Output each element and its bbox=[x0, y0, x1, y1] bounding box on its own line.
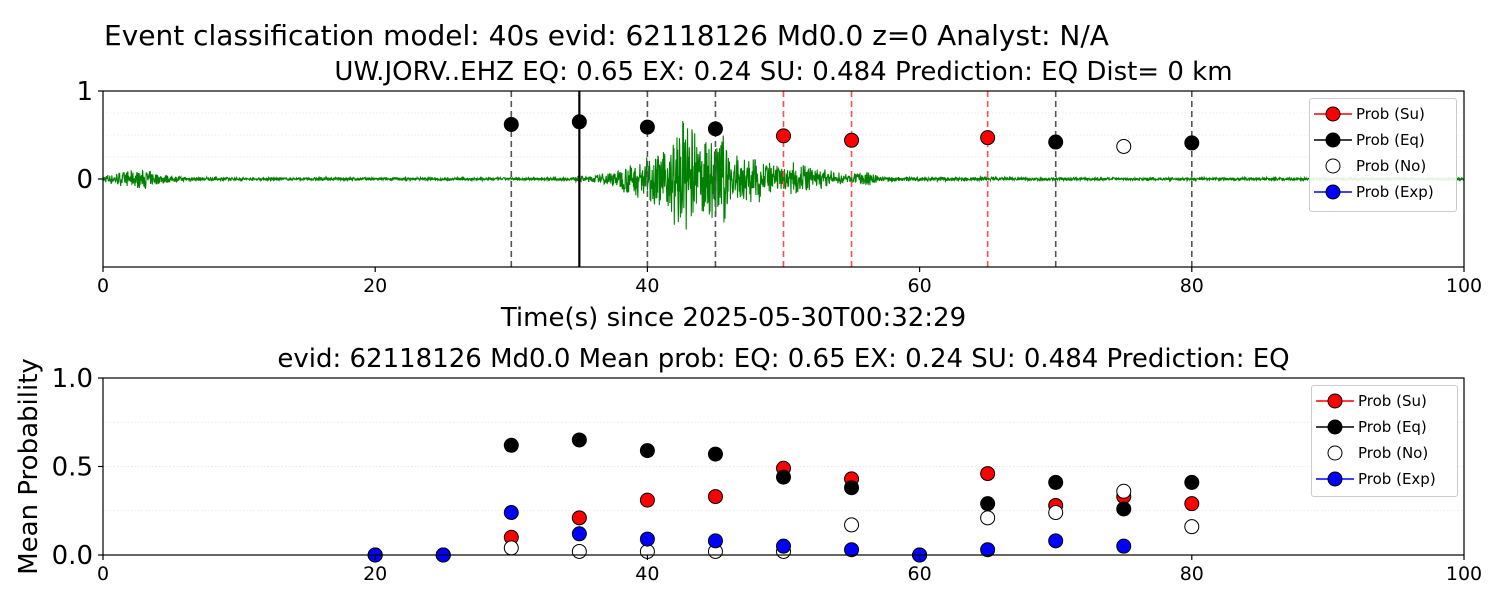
legend-entry: Prob (Eq) bbox=[1312, 414, 1457, 440]
legend-marker-icon bbox=[1314, 132, 1352, 148]
legend-label: Prob (Eq) bbox=[1358, 418, 1427, 436]
window-probability-point bbox=[776, 128, 791, 144]
legend-entry: Prob (Su) bbox=[1310, 101, 1456, 127]
legend-entry: Prob (Exp) bbox=[1312, 466, 1457, 492]
mean-probability-x-tick-label: 20 bbox=[363, 563, 387, 585]
mean-probability-point bbox=[503, 437, 519, 453]
mean-probability-point bbox=[844, 542, 860, 558]
legend-marker-icon bbox=[1314, 106, 1352, 122]
legend-marker-icon bbox=[1327, 445, 1343, 461]
waveform-y-tick-label: 1 bbox=[76, 77, 93, 107]
mean-probability-point bbox=[1048, 505, 1064, 521]
mean-probability-point bbox=[1184, 474, 1200, 490]
mean-probability-point bbox=[571, 543, 587, 559]
window-probability-point bbox=[571, 114, 587, 130]
mean-probability-y-tick-label: 0.5 bbox=[52, 453, 93, 483]
window-probability-point bbox=[639, 119, 655, 135]
legend-label: Prob (Exp) bbox=[1356, 183, 1434, 201]
mean-probability-point bbox=[1184, 519, 1200, 535]
waveform-legend: Prob (Su) Prob (Eq) Prob (No) Prob (Exp) bbox=[1309, 98, 1457, 212]
mean-probability-point bbox=[980, 466, 996, 482]
mean-probability-point bbox=[776, 538, 791, 554]
waveform-panel: UW.JORV..EHZ EQ: 0.65 EX: 0.24 SU: 0.484… bbox=[76, 57, 1482, 333]
legend-entry: Prob (Su) bbox=[1312, 388, 1457, 414]
mean-probability-point bbox=[844, 480, 860, 496]
waveform-x-tick-label: 100 bbox=[1446, 275, 1482, 297]
legend-label: Prob (No) bbox=[1356, 157, 1427, 175]
mean-probability-x-tick-label: 60 bbox=[908, 563, 932, 585]
window-probability-point bbox=[1048, 134, 1064, 150]
mean-probability-point bbox=[844, 517, 860, 533]
waveform-x-tick-label: 20 bbox=[363, 275, 387, 297]
mean-probability-point bbox=[1116, 483, 1132, 499]
mean-probability-point bbox=[776, 469, 791, 485]
mean-probability-point bbox=[1116, 501, 1132, 517]
legend-entry: Prob (Eq) bbox=[1310, 127, 1456, 153]
legend-marker-icon bbox=[1316, 393, 1354, 409]
mean-probability-x-tick-label: 40 bbox=[635, 563, 659, 585]
legend-marker-icon bbox=[1316, 471, 1354, 487]
mean-probability-point bbox=[571, 510, 587, 526]
mean-probability-point bbox=[707, 446, 723, 462]
mean-probability-point bbox=[980, 542, 996, 558]
waveform-trace bbox=[102, 120, 1465, 230]
window-probability-point bbox=[1116, 138, 1132, 154]
mean-probability-legend: Prob (Su) Prob (Eq) Prob (No) Prob (Exp) bbox=[1311, 385, 1458, 497]
mean-probability-x-tick-label: 80 bbox=[1180, 563, 1204, 585]
legend-label: Prob (No) bbox=[1358, 444, 1429, 462]
mean-probability-point bbox=[980, 496, 996, 512]
waveform-x-tick-label: 80 bbox=[1180, 275, 1204, 297]
legend-entry: Prob (No) bbox=[1312, 440, 1457, 466]
mean-probability-y-axis-label: Mean Probability bbox=[14, 358, 44, 575]
mean-probability-point bbox=[571, 432, 587, 448]
waveform-x-tick-label: 0 bbox=[97, 275, 109, 297]
mean-probability-point bbox=[639, 492, 655, 508]
figure-suptitle: Event classification model: 40s evid: 62… bbox=[104, 19, 1109, 52]
mean-probability-point bbox=[1184, 496, 1200, 512]
mean-probability-point bbox=[639, 531, 655, 547]
mean-probability-point bbox=[503, 540, 519, 556]
waveform-x-axis-label: Time(s) since 2025-05-30T00:32:29 bbox=[500, 303, 966, 333]
legend-marker-icon bbox=[1325, 158, 1341, 174]
waveform-x-tick-label: 60 bbox=[908, 275, 932, 297]
mean-probability-point bbox=[1048, 474, 1064, 490]
mean-probability-point bbox=[571, 526, 587, 542]
waveform-x-tick-label: 40 bbox=[635, 275, 659, 297]
mean-probability-x-tick-label: 100 bbox=[1446, 563, 1482, 585]
legend-entry: Prob (No) bbox=[1310, 153, 1456, 179]
mean-probability-panel: evid: 62118126 Md0.0 Mean prob: EQ: 0.65… bbox=[14, 344, 1482, 585]
legend-marker-icon bbox=[1316, 419, 1354, 435]
legend-label: Prob (Su) bbox=[1358, 392, 1427, 410]
legend-label: Prob (Su) bbox=[1356, 105, 1425, 123]
mean-probability-point bbox=[1048, 533, 1064, 549]
waveform-title: UW.JORV..EHZ EQ: 0.65 EX: 0.24 SU: 0.484… bbox=[334, 57, 1232, 87]
window-probability-point bbox=[844, 132, 860, 148]
window-probability-point bbox=[980, 130, 996, 146]
window-probability-point bbox=[1184, 135, 1200, 151]
mean-probability-point bbox=[980, 510, 996, 526]
legend-entry: Prob (Exp) bbox=[1310, 179, 1456, 205]
mean-probability-x-tick-label: 0 bbox=[97, 563, 109, 585]
legend-label: Prob (Eq) bbox=[1356, 131, 1425, 149]
mean-probability-point bbox=[1116, 538, 1132, 554]
mean-probability-point bbox=[707, 533, 723, 549]
mean-probability-title: evid: 62118126 Md0.0 Mean prob: EQ: 0.65… bbox=[277, 344, 1289, 374]
window-probability-point bbox=[503, 116, 519, 132]
mean-probability-point bbox=[639, 443, 655, 459]
window-probability-point bbox=[707, 121, 723, 137]
legend-marker-icon bbox=[1314, 184, 1352, 200]
waveform-y-tick-label: 0 bbox=[76, 165, 93, 195]
legend-label: Prob (Exp) bbox=[1358, 470, 1436, 488]
mean-probability-y-tick-label: 1.0 bbox=[52, 364, 93, 394]
mean-probability-point bbox=[707, 489, 723, 505]
mean-probability-point bbox=[503, 505, 519, 521]
mean-probability-y-tick-label: 0.0 bbox=[52, 541, 93, 571]
